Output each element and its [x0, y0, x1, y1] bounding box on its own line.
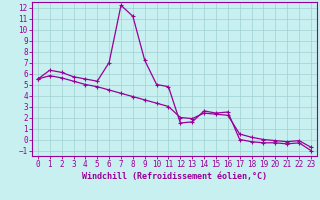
X-axis label: Windchill (Refroidissement éolien,°C): Windchill (Refroidissement éolien,°C) [82, 172, 267, 181]
